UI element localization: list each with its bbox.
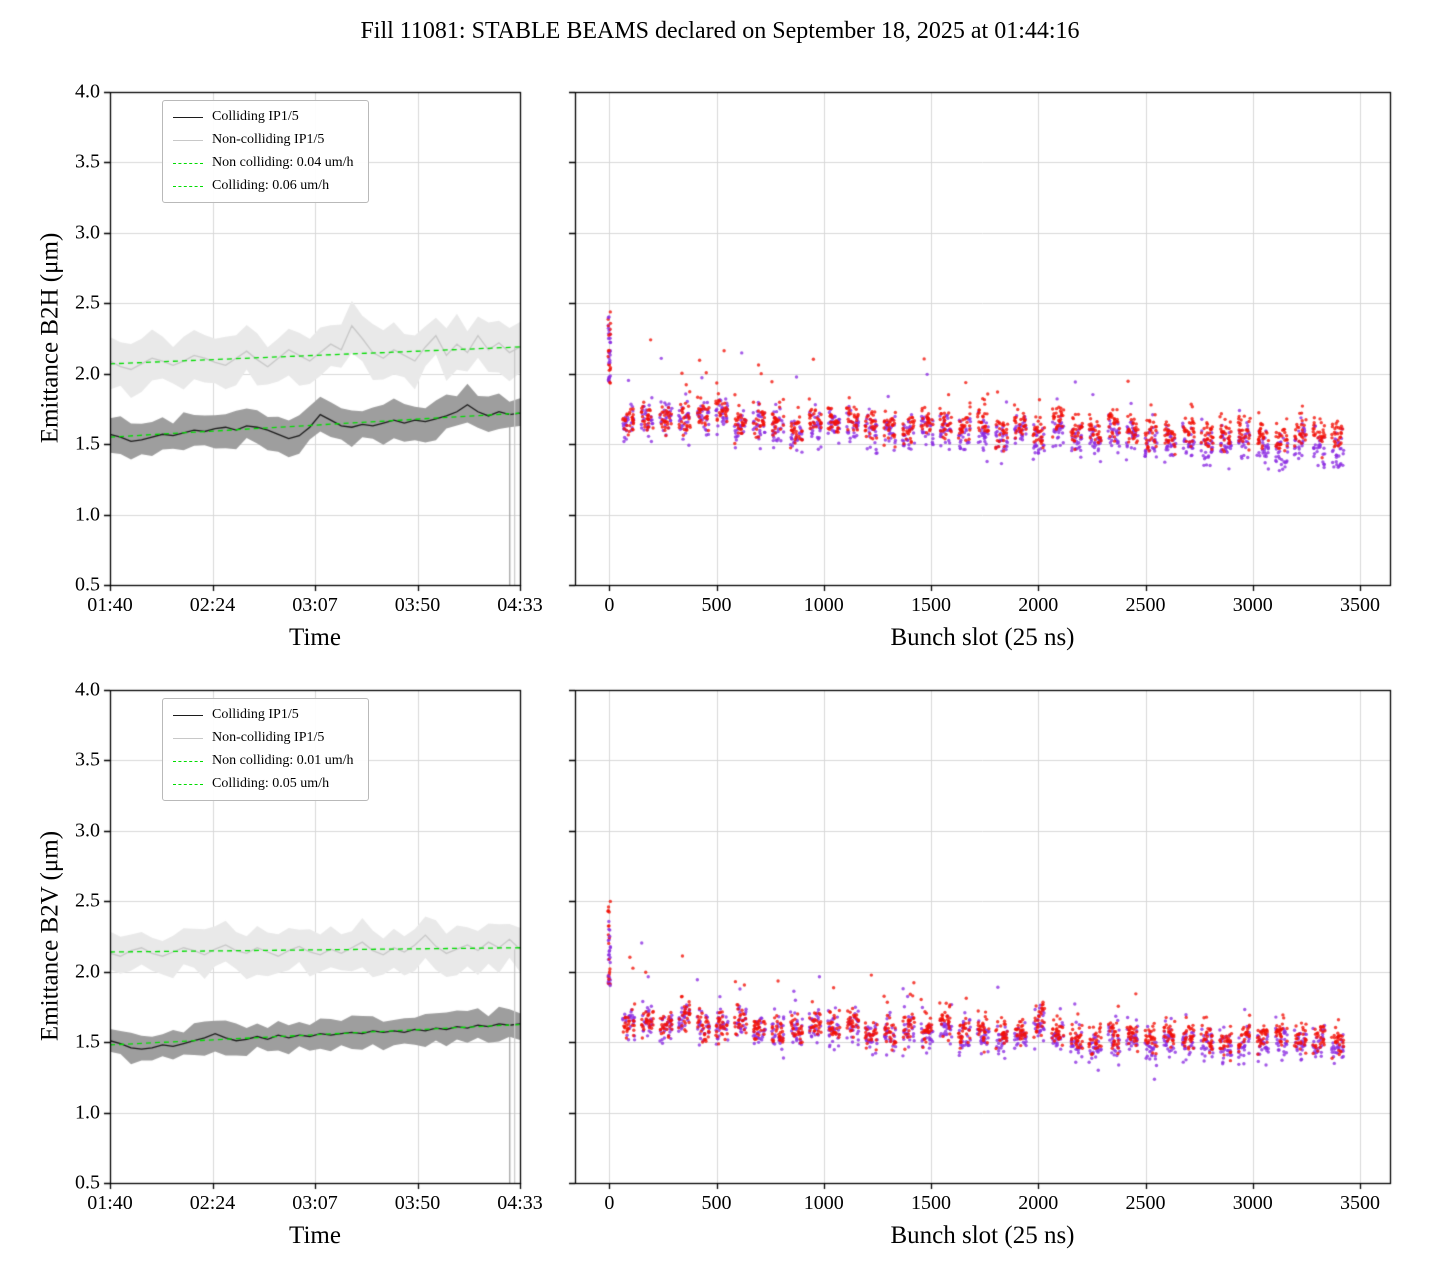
- legend-label: Colliding: 0.05 um/h: [212, 776, 330, 791]
- figure-title: Fill 11081: STABLE BEAMS declared on Sep…: [360, 18, 1080, 44]
- x-tick-label: 2000: [1018, 1192, 1059, 1214]
- y-tick-label: 1.0: [75, 1101, 100, 1124]
- legend-label: Non colliding: 0.04 um/h: [212, 155, 354, 170]
- plot-emittance-b2h-bunch: Bunch slot (25 ns) 0 500 1000 1500 2000 2500 3…: [505, 80, 1406, 651]
- x-tick-label: 3000: [1232, 1192, 1273, 1214]
- x-tick-label: 03:50: [394, 594, 441, 616]
- y-tick-label: 2.0: [75, 960, 100, 983]
- noncolliding-line-swatch: [173, 139, 203, 141]
- legend: Colliding IP1/5 Non-colliding IP1/5 Non …: [162, 698, 369, 801]
- y-tick-label: 0.5: [75, 1171, 100, 1194]
- x-tick-label: 1000: [803, 1192, 844, 1214]
- plot-emittance-b2v-bunch: Bunch slot (25 ns) 0 500 1000 1500 2000 2500 3…: [505, 678, 1406, 1249]
- plot-emittance-b2v-time: Emittance B2V (μm) Time Colliding IP1/5 …: [36, 678, 543, 1249]
- legend-item: Non colliding: 0.01 um/h: [173, 753, 354, 769]
- legend-item: Non-colliding IP1/5: [173, 132, 354, 148]
- x-tick-label: 3000: [1232, 594, 1273, 616]
- y-tick-label: 1.5: [75, 1030, 100, 1053]
- x-axis-label-bunch-slot: Bunch slot (25 ns): [890, 624, 1075, 651]
- colliding-fit-swatch: [173, 783, 203, 785]
- x-tick-label: 1500: [911, 1192, 952, 1214]
- x-tick-label: 03:50: [394, 1192, 441, 1214]
- x-tick-label: 0: [604, 594, 615, 616]
- plot-emittance-b2h-time: Emittance B2H (μm) Time Colliding IP1/5 …: [36, 80, 543, 651]
- legend-item: Non-colliding IP1/5: [173, 730, 354, 746]
- x-tick-label: 03:07: [292, 594, 338, 616]
- y-tick-label: 2.5: [75, 889, 100, 912]
- x-tick-label: 2500: [1125, 594, 1166, 616]
- x-tick-label: 01:40: [87, 1192, 133, 1214]
- plot-canvas-b2v-bunch: [505, 678, 1406, 1217]
- legend-item: Colliding IP1/5: [173, 109, 354, 125]
- legend-item: Colliding: 0.05 um/h: [173, 776, 354, 792]
- legend-label: Colliding IP1/5: [212, 109, 299, 124]
- plot-canvas-b2h-bunch: [505, 80, 1406, 619]
- colliding-line-swatch: [173, 714, 203, 716]
- legend-label: Colliding IP1/5: [212, 707, 299, 722]
- x-axis-label-time: Time: [289, 1222, 341, 1249]
- x-tick-label: 500: [701, 594, 732, 616]
- legend-item: Non colliding: 0.04 um/h: [173, 155, 354, 171]
- x-tick-label: 0: [604, 1192, 615, 1214]
- x-tick-label: 2000: [1018, 594, 1059, 616]
- colliding-fit-swatch: [173, 185, 203, 187]
- y-tick-label: 0.5: [75, 573, 100, 596]
- colliding-line-swatch: [173, 116, 203, 118]
- y-tick-label: 1.0: [75, 503, 100, 526]
- y-axis-label-b2v: Emittance B2V (μm): [36, 830, 64, 1042]
- legend-label: Non-colliding IP1/5: [212, 132, 325, 147]
- y-tick-label: 1.5: [75, 432, 100, 455]
- noncolliding-line-swatch: [173, 737, 203, 739]
- legend: Colliding IP1/5 Non-colliding IP1/5 Non …: [162, 100, 369, 203]
- x-tick-label: 3500: [1339, 594, 1380, 616]
- x-tick-label: 03:07: [292, 1192, 338, 1214]
- legend-label: Non-colliding IP1/5: [212, 730, 325, 745]
- legend-item: Colliding: 0.06 um/h: [173, 178, 354, 194]
- x-tick-label: 02:24: [189, 594, 236, 616]
- legend-item: Colliding IP1/5: [173, 707, 354, 723]
- y-tick-label: 4.0: [75, 678, 100, 701]
- x-tick-label: 3500: [1339, 1192, 1380, 1214]
- x-axis-label-bunch-slot: Bunch slot (25 ns): [890, 1222, 1075, 1249]
- y-axis-label-b2h: Emittance B2H (μm): [36, 232, 64, 444]
- y-tick-label: 3.5: [75, 150, 100, 173]
- y-tick-label: 3.5: [75, 748, 100, 771]
- x-tick-label: 1500: [911, 594, 952, 616]
- x-tick-label: 01:40: [87, 594, 133, 616]
- x-tick-label: 500: [701, 1192, 732, 1214]
- x-tick-label: 1000: [803, 594, 844, 616]
- noncolliding-fit-swatch: [173, 162, 203, 164]
- y-tick-label: 3.0: [75, 819, 100, 842]
- x-tick-label: 2500: [1125, 1192, 1166, 1214]
- legend-label: Colliding: 0.06 um/h: [212, 178, 330, 193]
- y-tick-label: 2.0: [75, 362, 100, 385]
- noncolliding-fit-swatch: [173, 760, 203, 762]
- legend-label: Non colliding: 0.01 um/h: [212, 753, 354, 768]
- y-tick-label: 2.5: [75, 291, 100, 314]
- x-axis-label-time: Time: [289, 624, 341, 651]
- y-tick-label: 4.0: [75, 80, 100, 103]
- x-tick-label: 02:24: [189, 1192, 236, 1214]
- y-tick-label: 3.0: [75, 221, 100, 244]
